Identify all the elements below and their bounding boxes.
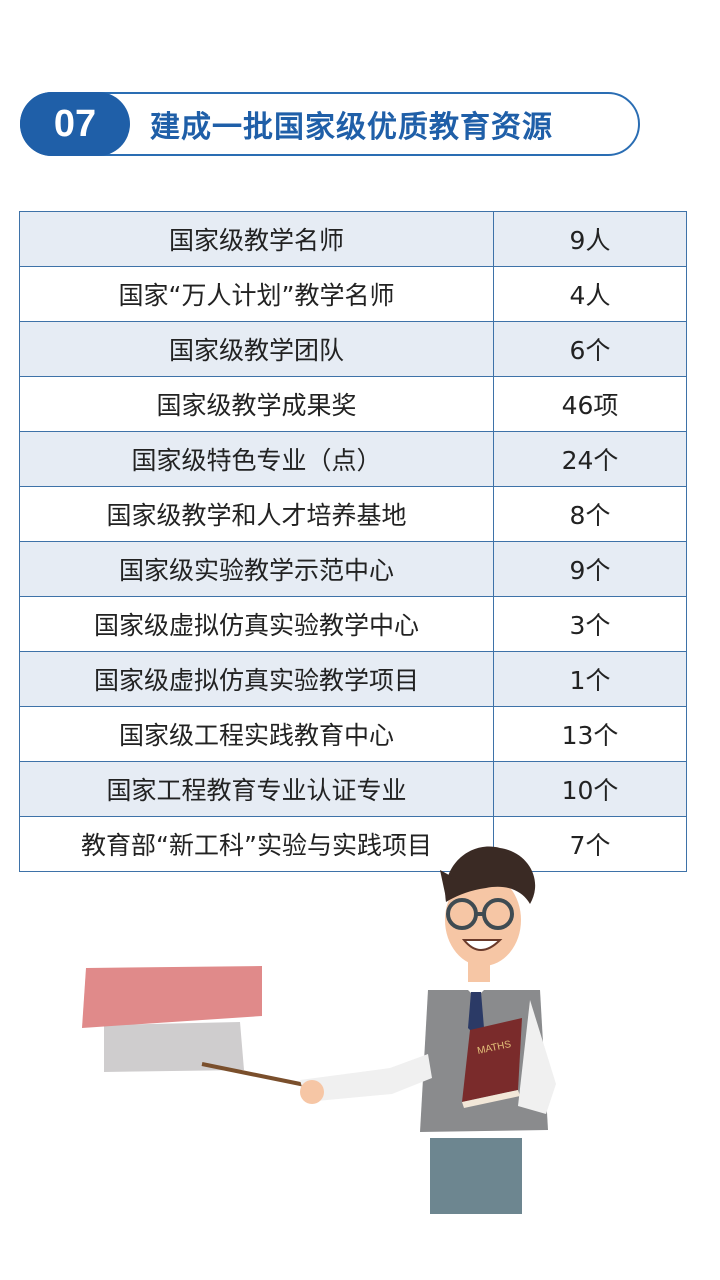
table-row: 国家“万人计划”教学名师 4人: [19, 266, 687, 322]
resource-label: 国家级工程实践教育中心: [19, 706, 494, 762]
table-row: 国家级教学名师 9人: [19, 211, 687, 267]
hair-icon: [445, 846, 536, 904]
resource-count: 6个: [493, 321, 687, 377]
resource-count: 13个: [493, 706, 687, 762]
resource-label: 国家级教学和人才培养基地: [19, 486, 494, 542]
hand-icon: [300, 1080, 324, 1104]
table-row: 国家级特色专业（点） 24个: [19, 431, 687, 487]
resource-count: 24个: [493, 431, 687, 487]
section-header: 07 建成一批国家级优质教育资源: [20, 92, 640, 156]
resource-label: 国家级教学团队: [19, 321, 494, 377]
resource-label: 教育部“新工科”实验与实践项目: [19, 816, 494, 872]
resource-count: 46项: [493, 376, 687, 432]
resource-count: 8个: [493, 486, 687, 542]
table-row: 国家级虚拟仿真实验教学中心 3个: [19, 596, 687, 652]
resource-count: 9个: [493, 541, 687, 597]
pants-icon: [430, 1138, 522, 1214]
resource-label: 国家级实验教学示范中心: [19, 541, 494, 597]
table-row: 国家工程教育专业认证专业 10个: [19, 761, 687, 817]
resource-label: 国家级特色专业（点）: [19, 431, 494, 487]
resource-label: 国家级虚拟仿真实验教学项目: [19, 651, 494, 707]
resource-label: 国家级教学成果奖: [19, 376, 494, 432]
section-number-badge: 07: [20, 92, 130, 156]
book-icon: MATHS: [462, 1018, 522, 1108]
resources-table: 国家级教学名师 9人 国家“万人计划”教学名师 4人 国家级教学团队 6个 国家级教学成果奖…: [19, 211, 687, 872]
resource-label: 国家级教学名师: [19, 211, 494, 267]
table-row: 国家级实验教学示范中心 9个: [19, 541, 687, 597]
resource-count: 4人: [493, 266, 687, 322]
section-title: 建成一批国家级优质教育资源: [150, 110, 553, 145]
resource-label: 国家“万人计划”教学名师: [19, 266, 494, 322]
glasses-icon: [446, 898, 514, 930]
resource-label: 国家级虚拟仿真实验教学中心: [19, 596, 494, 652]
tie-icon: [468, 992, 484, 1036]
teacher-illustration: MATHS: [82, 846, 556, 1214]
smile-icon: [461, 939, 503, 951]
resource-count: 10个: [493, 761, 687, 817]
resource-count: 3个: [493, 596, 687, 652]
pointer-stick-icon: [201, 1062, 321, 1090]
table-row: 国家级教学团队 6个: [19, 321, 687, 377]
resource-count: 1个: [493, 651, 687, 707]
resource-label: 国家工程教育专业认证专业: [19, 761, 494, 817]
face-icon: [445, 874, 521, 966]
table-row: 国家级教学成果奖 46项: [19, 376, 687, 432]
table-row: 国家级虚拟仿真实验教学项目 1个: [19, 651, 687, 707]
resource-count: 9人: [493, 211, 687, 267]
table-row: 国家级工程实践教育中心 13个: [19, 706, 687, 762]
table-row: 国家级教学和人才培养基地 8个: [19, 486, 687, 542]
presentation-board-icon: [82, 966, 262, 1072]
